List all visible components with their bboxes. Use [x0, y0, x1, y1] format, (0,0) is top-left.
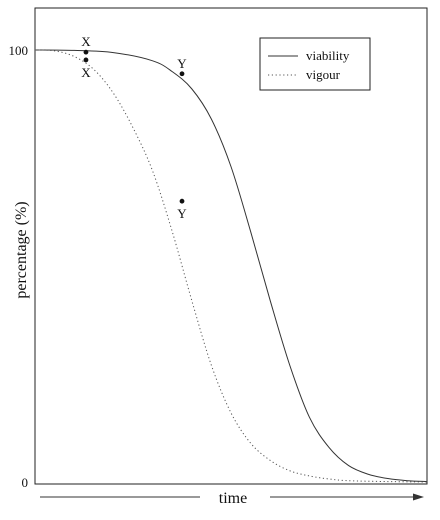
y-axis-label: percentage (%) — [13, 201, 30, 298]
legend-box — [259, 37, 371, 91]
plot-frame — [34, 7, 428, 485]
series-line-viability — [34, 49, 428, 483]
x-axis-label: time — [219, 490, 247, 507]
annotation-layer: X X Y Y — [81, 34, 187, 221]
point-label-y-viability: Y — [177, 56, 187, 71]
point-marker-y-viability — [179, 71, 185, 77]
point-marker-x-viability — [83, 49, 89, 55]
legend-label-viability: viability — [306, 48, 350, 63]
point-label-x-viability: X — [81, 34, 91, 49]
legend-label-vigour: vigour — [306, 67, 341, 82]
point-label-y-vigour: Y — [177, 206, 187, 221]
point-label-x-vigour: X — [81, 65, 91, 80]
y-tick-label-0: 0 — [22, 475, 29, 490]
series-line-vigour — [34, 49, 428, 483]
point-marker-y-vigour — [179, 198, 185, 204]
legend: viability vigour — [259, 37, 371, 91]
x-axis-arrowhead-icon — [413, 493, 424, 501]
y-tick-label-100: 100 — [9, 43, 29, 58]
point-marker-x-vigour — [83, 57, 89, 63]
series-layer — [34, 49, 428, 483]
